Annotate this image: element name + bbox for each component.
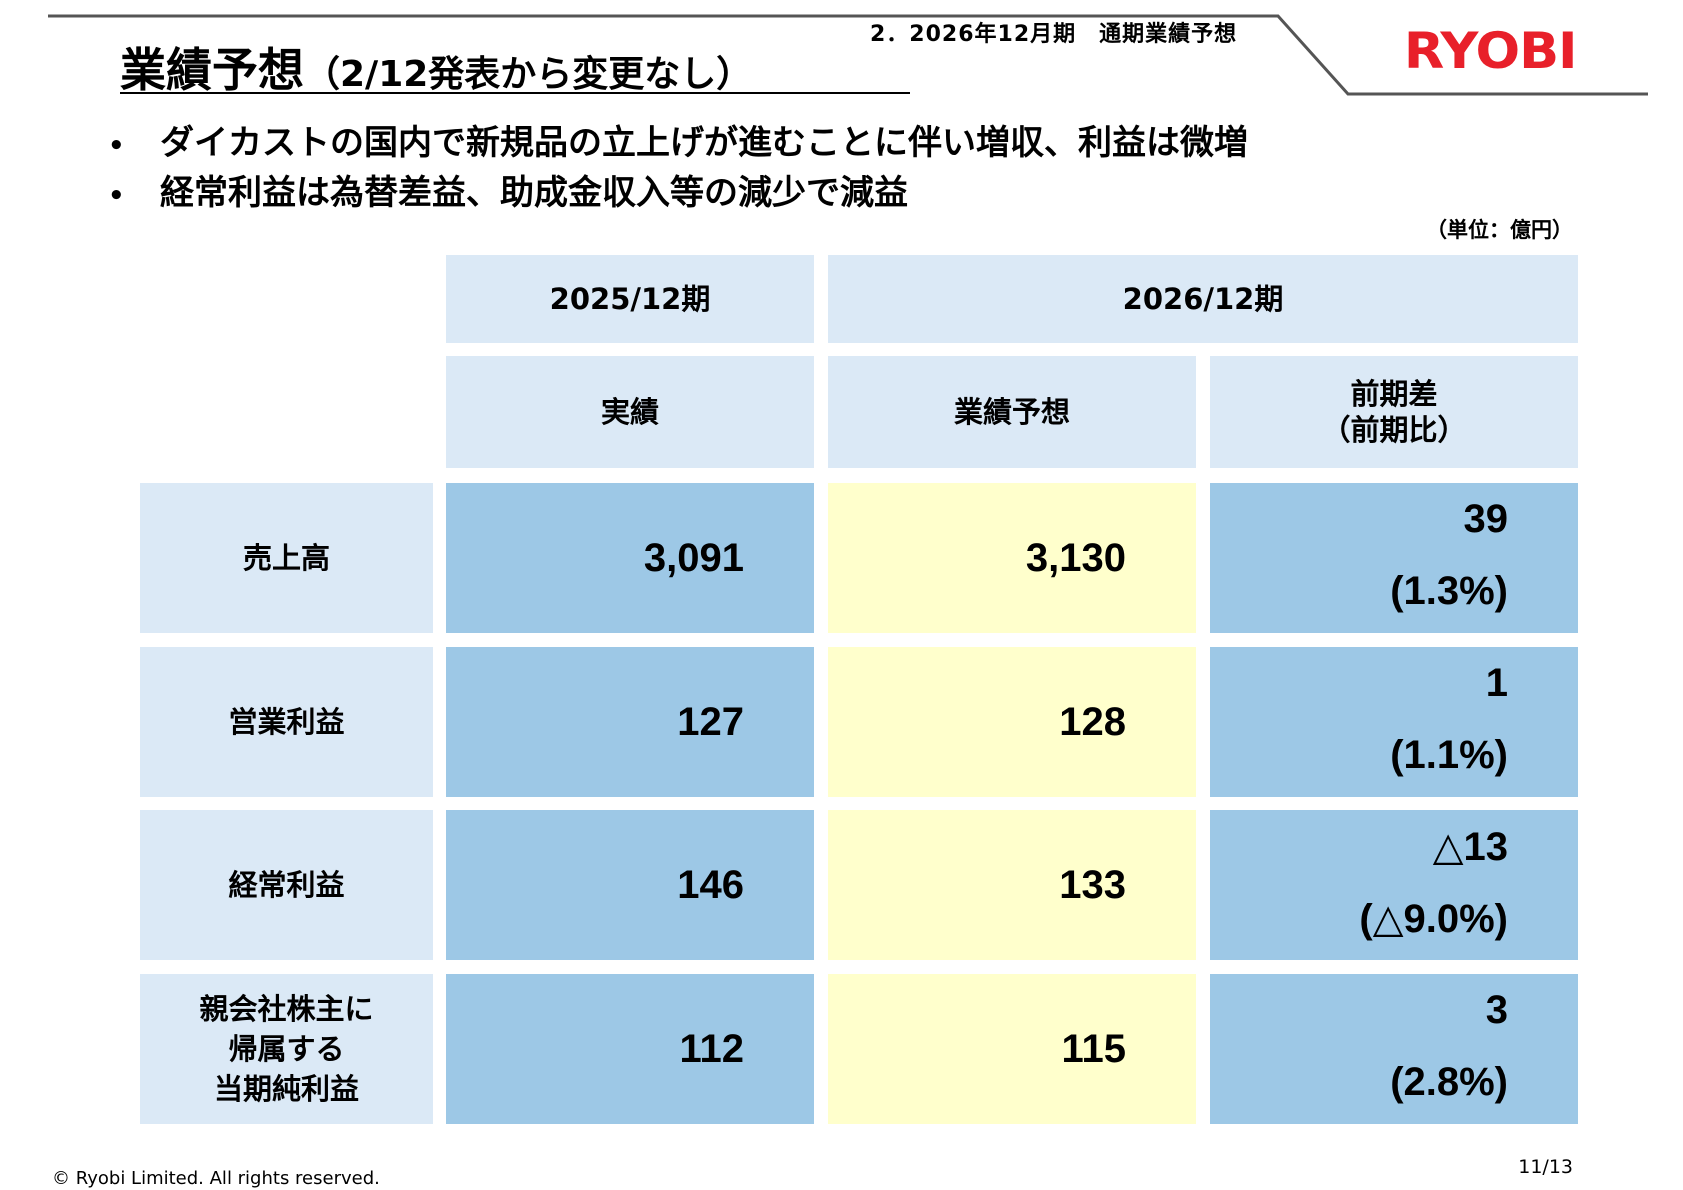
copyright: © Ryobi Limited. All rights reserved. [52, 1168, 380, 1189]
row-label-net-sales: 売上高 [140, 483, 433, 633]
bullet-text: ダイカストの国内で新規品の立上げが進むことに伴い増収、利益は微増 [160, 123, 1248, 163]
period-header-curr: 2026/12期 [828, 255, 1578, 343]
row-label-line: 当期純利益 [213, 1072, 359, 1106]
period-prev-label: 2025/12期 [549, 282, 711, 316]
col-header-actual: 実績 [446, 356, 814, 468]
actual-value-text: 127 [677, 699, 744, 744]
diff-ratio: (1.1%) [1390, 733, 1508, 777]
diff-value: 3 (2.8%) [1210, 974, 1578, 1124]
bullet-item: • 経常利益は為替差益、助成金収入等の減少で減益 [108, 168, 1248, 218]
row-label-operating-profit: 営業利益 [140, 647, 433, 797]
col-diff-label: 前期差 [1350, 377, 1438, 411]
col-ratio-label: （前期比） [1321, 413, 1467, 447]
page-title-sub: （2/12発表から変更なし） [304, 54, 753, 95]
bullet-marker: • [108, 181, 125, 211]
row-label-line: 帰属する [228, 1032, 345, 1066]
actual-value: 127 [446, 647, 814, 797]
diff-value: 1 (1.1%) [1210, 647, 1578, 797]
actual-value: 146 [446, 810, 814, 960]
diff-amount: 3 [1485, 988, 1508, 1032]
col-header-forecast: 業績予想 [828, 356, 1196, 468]
header-rule [48, 14, 1648, 96]
unit-label: （単位：億円） [1426, 218, 1573, 242]
actual-value-text: 112 [679, 1026, 744, 1071]
ryobi-logo: RYOBI [1403, 22, 1578, 80]
forecast-value-text: 128 [1059, 699, 1126, 744]
diff-amount: 39 [1463, 497, 1509, 541]
diff-ratio: (△9.0%) [1359, 897, 1508, 941]
col-actual-label: 実績 [600, 395, 659, 429]
bullet-text: 経常利益は為替差益、助成金収入等の減少で減益 [160, 173, 908, 213]
diff-ratio: (2.8%) [1390, 1060, 1508, 1104]
forecast-value: 133 [828, 810, 1196, 960]
row-label-text: 営業利益 [228, 705, 345, 739]
diff-amount: 1 [1485, 661, 1508, 705]
title-underline [120, 92, 910, 94]
page-title: 業績予想（2/12発表から変更なし） [120, 34, 752, 100]
row-label-ordinary-profit: 経常利益 [140, 810, 433, 960]
actual-value-text: 146 [677, 862, 744, 907]
row-label-net-income: 親会社株主に 帰属する 当期純利益 [140, 974, 433, 1124]
diff-value: △13 (△9.0%) [1210, 810, 1578, 960]
row-label-text: 経常利益 [228, 868, 345, 902]
diff-value: 39 (1.3%) [1210, 483, 1578, 633]
row-label-text: 売上高 [242, 541, 330, 575]
actual-value: 3,091 [446, 483, 814, 633]
diff-amount: △13 [1432, 825, 1508, 869]
col-forecast-label: 業績予想 [953, 395, 1070, 429]
page-number: 11/13 [1518, 1156, 1573, 1178]
col-header-diff: 前期差 （前期比） [1210, 356, 1578, 468]
bullet-marker: • [108, 131, 125, 161]
period-curr-label: 2026/12期 [1122, 282, 1284, 316]
page-title-main: 業績予想 [120, 43, 304, 97]
period-header-prev: 2025/12期 [446, 255, 814, 343]
forecast-value: 3,130 [828, 483, 1196, 633]
forecast-value: 128 [828, 647, 1196, 797]
forecast-value-text: 3,130 [1025, 535, 1126, 580]
row-label-line: 親会社株主に [199, 992, 374, 1026]
section-label: 2．2026年12月期 通期業績予想 [870, 22, 1238, 47]
diff-ratio: (1.3%) [1390, 569, 1508, 613]
bullet-item: • ダイカストの国内で新規品の立上げが進むことに伴い増収、利益は微増 [108, 118, 1248, 168]
forecast-value: 115 [828, 974, 1196, 1124]
forecast-value-text: 115 [1061, 1026, 1126, 1071]
actual-value-text: 3,091 [643, 535, 744, 580]
forecast-value-text: 133 [1059, 862, 1126, 907]
actual-value: 112 [446, 974, 814, 1124]
summary-bullets: • ダイカストの国内で新規品の立上げが進むことに伴い増収、利益は微増 • 経常利益は… [108, 118, 1248, 218]
